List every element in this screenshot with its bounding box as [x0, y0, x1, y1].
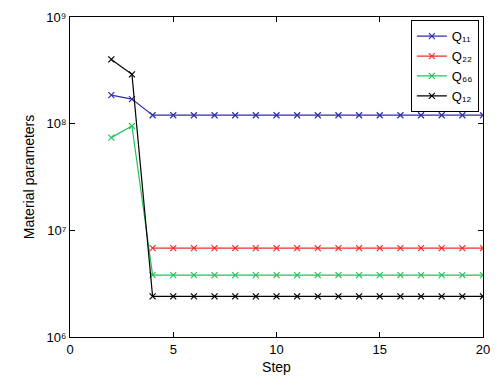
svg-text:Q₁₂: Q₁₂ — [452, 89, 472, 104]
svg-text:Q₆₆: Q₆₆ — [452, 69, 473, 84]
svg-text:Material parameters: Material parameters — [21, 115, 37, 239]
svg-text:10⁶: 10⁶ — [47, 330, 67, 345]
svg-text:Q₁₁: Q₁₁ — [452, 29, 471, 44]
svg-text:10: 10 — [269, 342, 283, 357]
svg-text:0: 0 — [66, 342, 73, 357]
svg-text:Step: Step — [262, 359, 291, 375]
svg-text:Q₂₂: Q₂₂ — [452, 49, 472, 64]
svg-text:20: 20 — [476, 342, 490, 357]
svg-text:10⁸: 10⁸ — [46, 116, 66, 131]
svg-text:15: 15 — [373, 342, 387, 357]
svg-text:10⁹: 10⁹ — [46, 10, 66, 25]
svg-text:5: 5 — [170, 342, 177, 357]
svg-text:10⁷: 10⁷ — [47, 223, 66, 238]
